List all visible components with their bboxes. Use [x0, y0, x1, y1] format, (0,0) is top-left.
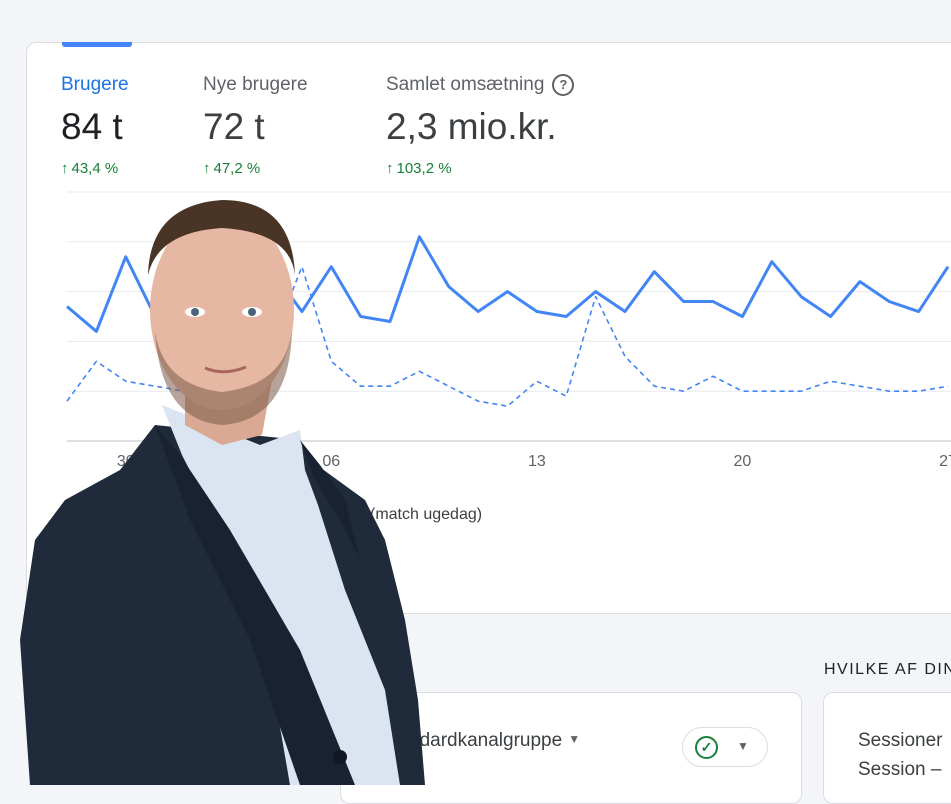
metric-change: ↑ 47,2 % — [203, 160, 261, 177]
beard — [155, 330, 292, 425]
metric-tab-new-users[interactable]: Nye brugere 72 t ↑ 47,2 % — [203, 74, 308, 177]
hair — [148, 200, 295, 275]
metric-tab-revenue[interactable]: Samlet omsætning? 2,3 mio.kr. ↑ 103,2 % — [386, 74, 575, 177]
x-tick-label: 20 — [734, 453, 752, 470]
mouth — [204, 365, 247, 374]
person-portrait — [20, 200, 425, 785]
metric-label: Nye brugere — [203, 74, 308, 95]
arrow-up-icon: ↑ — [203, 160, 211, 177]
metric-change: ↑ 103,2 % — [386, 160, 452, 177]
lapel-left — [155, 425, 355, 785]
x-tick-label: 06 — [322, 453, 340, 470]
metric-tab-users[interactable]: Brugere 84 t ↑ 43,4 % — [61, 74, 129, 177]
chevron-down-icon: ▼ — [737, 739, 749, 753]
arrow-up-icon: ↑ — [386, 160, 394, 177]
metric-value: 72 t — [203, 106, 265, 147]
arrow-up-icon: ↑ — [61, 160, 69, 177]
metric-value: 84 t — [61, 106, 123, 147]
chevron-down-icon: ▼ — [568, 732, 581, 746]
metric-change: ↑ 43,4 % — [61, 160, 119, 177]
dimension-selector[interactable]: ndardkanalgruppe ▼ — [409, 730, 581, 751]
session-dimension-label: Session – — [858, 759, 942, 780]
comparison-legend: (match ugedag) — [370, 506, 483, 523]
session-metric-label: Sessioner — [858, 730, 943, 751]
shirt — [162, 405, 400, 785]
check-circle-icon: ✓ — [695, 736, 718, 759]
x-tick-label: 27 — [939, 453, 951, 470]
comparison-toggle[interactable]: ✓ ▼ — [682, 727, 768, 767]
help-circle-icon[interactable]: ? — [552, 74, 575, 96]
metric-label: Samlet omsætning? — [386, 74, 575, 96]
metric-value: 2,3 mio.kr. — [386, 106, 557, 147]
face — [150, 210, 294, 410]
jacket-button — [333, 750, 347, 764]
active-tab-indicator — [62, 42, 132, 47]
lapel-right — [300, 440, 360, 560]
x-tick-label: 13 — [528, 453, 546, 470]
metric-label: Brugere — [61, 74, 129, 95]
section-heading: HVILKE AF DIN — [824, 661, 951, 678]
